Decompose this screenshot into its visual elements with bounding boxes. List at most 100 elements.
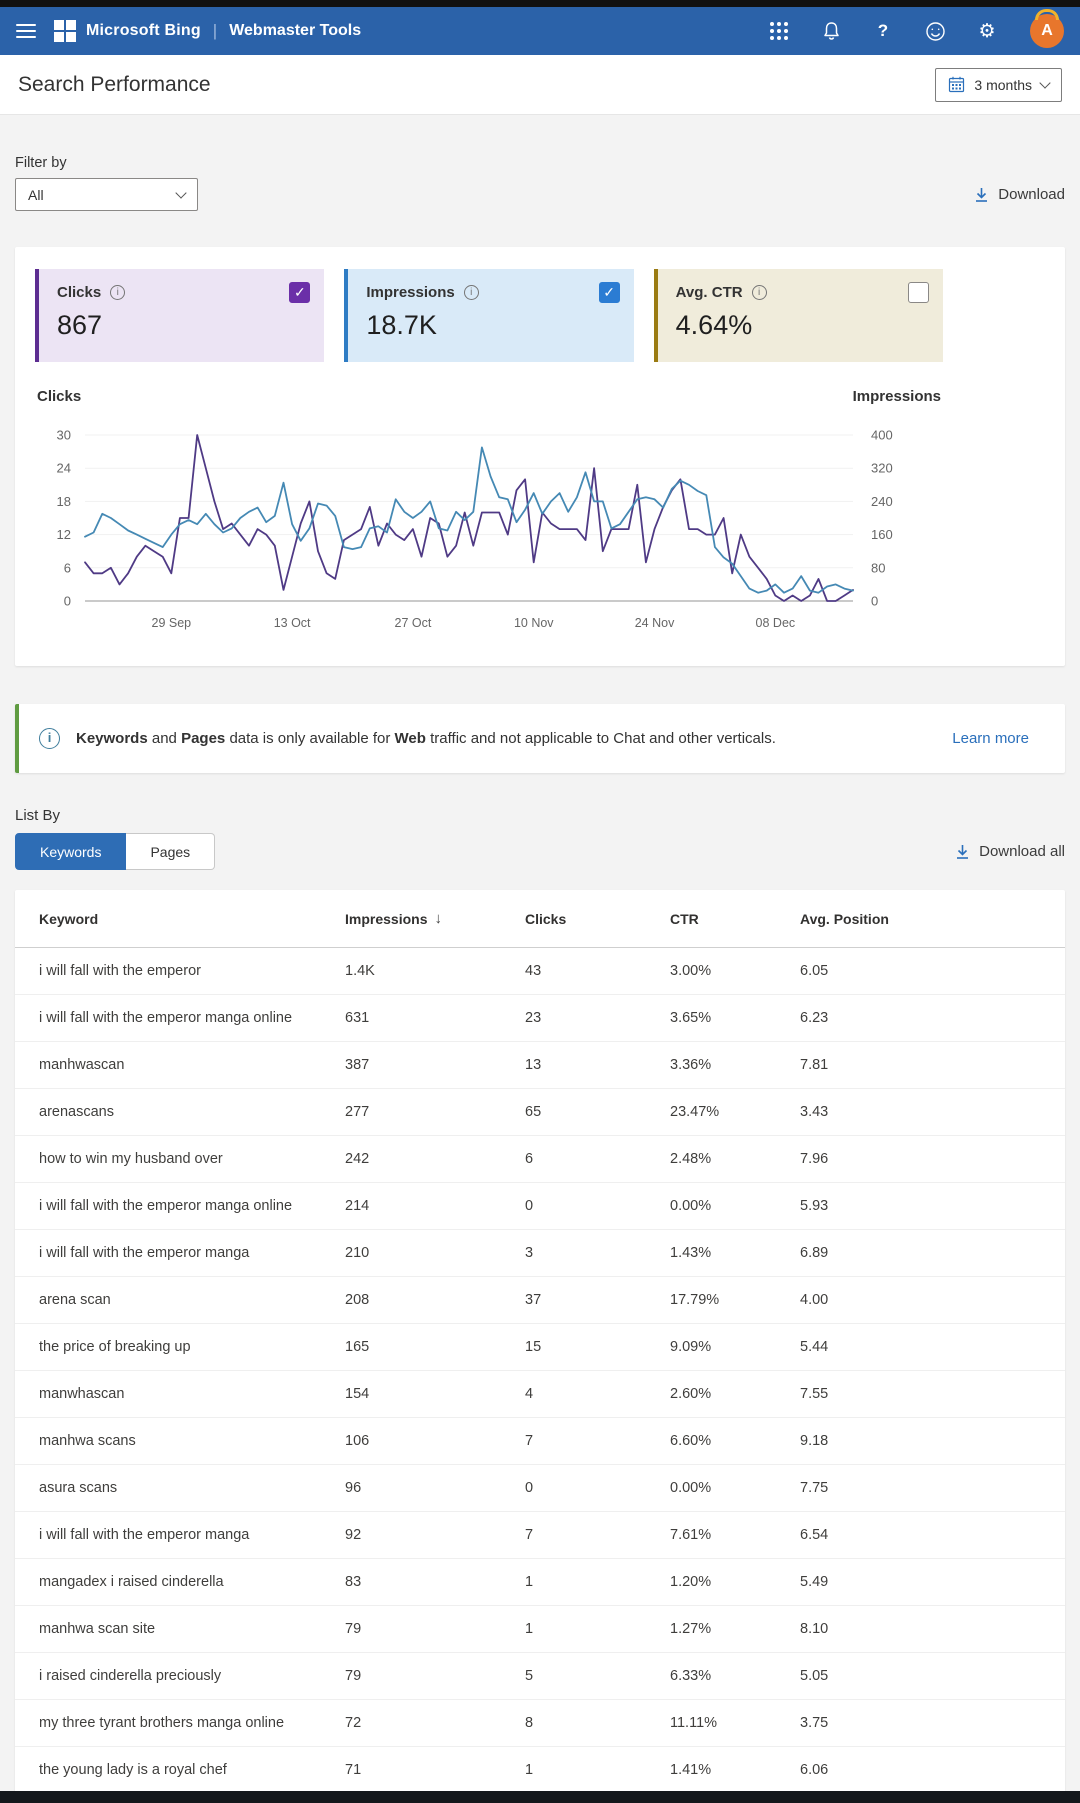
apps-grid-icon[interactable] (766, 18, 792, 44)
device-bottom-strip (0, 1791, 1080, 1803)
svg-text:400: 400 (871, 428, 893, 443)
table-row: arenascans 277 65 23.47% 3.43 (15, 1089, 1065, 1136)
cell-impressions: 1.4K (345, 963, 375, 979)
download-icon (957, 844, 969, 859)
filter-select-value: All (28, 186, 44, 203)
svg-text:160: 160 (871, 527, 893, 542)
cell-ctr: 9.09% (670, 1339, 712, 1355)
table-row: i will fall with the emperor 1.4K 43 3.0… (15, 948, 1065, 995)
cell-keyword: the young lady is a royal chef (39, 1762, 227, 1778)
cell-ctr: 0.00% (670, 1198, 712, 1214)
svg-text:24 Nov: 24 Nov (635, 616, 675, 630)
cell-clicks: 1 (525, 1762, 534, 1778)
table-row: arena scan 208 37 17.79% 4.00 (15, 1277, 1065, 1324)
sort-desc-icon: ↓ (434, 910, 442, 927)
list-by-label: List By (15, 807, 61, 824)
metric-checkbox-clicks[interactable]: ✓ (289, 282, 311, 303)
cell-avg-position: 6.54 (800, 1527, 829, 1543)
metric-label: Clicks (57, 284, 102, 301)
cell-keyword: the price of breaking up (39, 1339, 191, 1355)
cell-impressions: 277 (345, 1104, 370, 1120)
svg-text:29 Sep: 29 Sep (152, 616, 192, 630)
cell-ctr: 6.33% (670, 1668, 712, 1684)
metric-card-impressions[interactable]: Impressions i ✓ 18.7K (344, 269, 634, 362)
info-icon: i (39, 728, 60, 749)
cell-avg-position: 6.06 (800, 1762, 829, 1778)
svg-text:30: 30 (57, 428, 71, 443)
feedback-smiley-icon[interactable] (922, 18, 948, 44)
column-header-keyword[interactable]: Keyword (39, 910, 99, 927)
column-header-impressions[interactable]: Impressions ↓ (345, 910, 442, 927)
column-header-clicks[interactable]: Clicks (525, 910, 567, 927)
date-range-dropdown[interactable]: 3 months (935, 67, 1062, 102)
cell-avg-position: 7.81 (800, 1057, 829, 1073)
cell-clicks: 13 (525, 1057, 542, 1073)
column-header-ctr[interactable]: CTR (670, 910, 699, 927)
svg-text:6: 6 (64, 560, 71, 575)
table-row: my three tyrant brothers manga online 72… (15, 1700, 1065, 1747)
avatar-highlight-arc (1035, 9, 1059, 20)
microsoft-logo[interactable] (54, 20, 76, 42)
cell-impressions: 210 (345, 1245, 370, 1261)
table-row: the young lady is a royal chef 71 1 1.41… (15, 1747, 1065, 1794)
cell-impressions: 79 (345, 1668, 362, 1684)
table-row: the price of breaking up 165 15 9.09% 5.… (15, 1324, 1065, 1371)
brand-name[interactable]: Microsoft Bing (86, 22, 201, 39)
help-icon[interactable]: ? (877, 21, 889, 40)
cell-clicks: 3 (525, 1245, 534, 1261)
avatar-wrap: A (1030, 9, 1064, 48)
download-button[interactable]: Download (974, 186, 1065, 203)
cell-ctr: 7.61% (670, 1527, 712, 1543)
info-icon[interactable]: i (463, 285, 479, 300)
cell-keyword: how to win my husband over (39, 1151, 223, 1167)
cell-impressions: 154 (345, 1386, 370, 1402)
notifications-bell-icon[interactable] (818, 18, 844, 44)
cell-clicks: 43 (525, 963, 542, 979)
cell-keyword: manhwa scan site (39, 1621, 156, 1637)
hamburger-menu-icon[interactable] (16, 24, 36, 38)
info-icon[interactable]: i (110, 285, 126, 300)
column-header-avg-position[interactable]: Avg. Position (800, 910, 889, 927)
product-name[interactable]: Webmaster Tools (229, 22, 362, 39)
info-icon[interactable]: i (751, 285, 767, 300)
cell-ctr: 3.36% (670, 1057, 712, 1073)
cell-ctr: 2.48% (670, 1151, 712, 1167)
learn-more-link[interactable]: Learn more (952, 730, 1029, 747)
cell-impressions: 83 (345, 1574, 362, 1590)
cell-impressions: 92 (345, 1527, 362, 1543)
cell-clicks: 4 (525, 1386, 534, 1402)
settings-gear-icon[interactable]: ⚙ (978, 19, 996, 42)
performance-chart-card: Clicks i ✓ 867 Impressions i ✓ 18.7K (15, 247, 1065, 666)
tab-pages[interactable]: Pages (126, 833, 216, 870)
metric-checkbox-impressions[interactable]: ✓ (598, 282, 620, 303)
metric-checkbox-avg-ctr[interactable] (907, 282, 929, 303)
cell-avg-position: 7.55 (800, 1386, 829, 1402)
table-body: i will fall with the emperor 1.4K 43 3.0… (15, 948, 1065, 1794)
filter-select[interactable]: All (15, 178, 198, 211)
filter-row: All Download (15, 178, 1065, 211)
table-row: manwhascan 154 4 2.60% 7.55 (15, 1371, 1065, 1418)
cell-keyword: asura scans (39, 1480, 118, 1496)
cell-avg-position: 6.89 (800, 1245, 829, 1261)
download-label: Download (998, 186, 1065, 203)
table-row: manhwa scans 106 7 6.60% 9.18 (15, 1418, 1065, 1465)
cell-ctr: 1.41% (670, 1762, 712, 1778)
table-row: manhwascan 387 13 3.36% 7.81 (15, 1042, 1065, 1089)
tab-keywords[interactable]: Keywords (15, 833, 127, 870)
performance-chart: 30 24 18 12 6 0 400 320 240 160 80 0 29 Sep 13 Oct 27 … (57, 428, 893, 631)
right-axis-title: Impressions (852, 388, 941, 405)
cell-avg-position: 5.05 (800, 1668, 829, 1684)
cell-impressions: 387 (345, 1057, 370, 1073)
table-row: i raised cinderella preciously 79 5 6.33… (15, 1653, 1065, 1700)
list-by-toggle: Keywords Pages (15, 833, 216, 870)
metric-card-avg-ctr[interactable]: Avg. CTR i 4.64% (653, 269, 943, 362)
cell-keyword: i will fall with the emperor manga onlin… (39, 1010, 293, 1026)
cell-impressions: 165 (345, 1339, 370, 1355)
download-all-button[interactable]: Download all (955, 843, 1065, 860)
cell-keyword: i will fall with the emperor manga (39, 1527, 250, 1543)
cell-impressions: 242 (345, 1151, 370, 1167)
metric-card-clicks[interactable]: Clicks i ✓ 867 (35, 269, 325, 362)
metric-value: 18.7K (366, 310, 437, 340)
metric-label: Avg. CTR (675, 284, 743, 301)
chevron-down-icon (1039, 76, 1051, 89)
